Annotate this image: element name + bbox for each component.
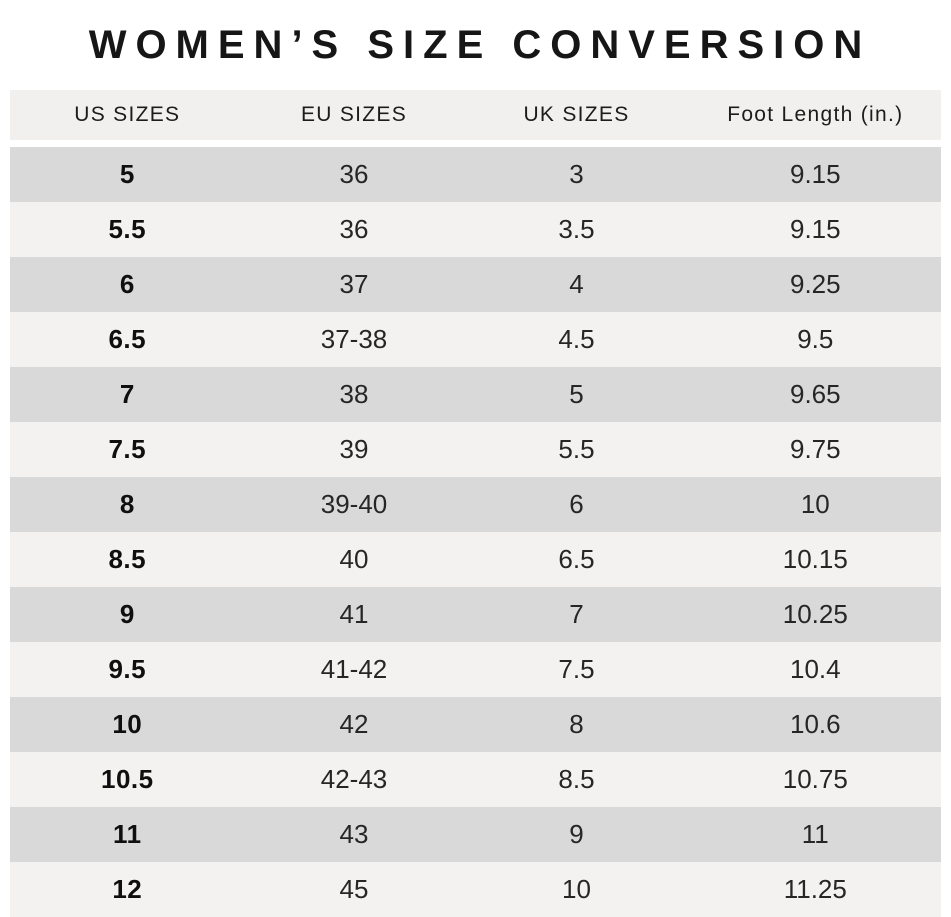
eu-size-cell: 36 bbox=[339, 214, 369, 244]
eu-size-cell: 36 bbox=[339, 159, 369, 189]
foot-length-cell: 9.15 bbox=[789, 214, 841, 244]
uk-size-cell: 7 bbox=[569, 599, 584, 629]
table-header-row: US SIZES EU SIZES UK SIZES Foot Length (… bbox=[10, 90, 941, 140]
foot-length-cell: 10 bbox=[800, 489, 830, 519]
uk-size-cell: 5 bbox=[569, 379, 584, 409]
table-row: 11 43 9 11 bbox=[10, 807, 941, 862]
us-size-cell: 5 bbox=[119, 159, 135, 189]
table-row: 8.5 40 6.5 10.15 bbox=[10, 532, 941, 587]
header-us-sizes: US SIZES bbox=[74, 103, 181, 126]
page-title: WOMEN’S SIZE CONVERSION bbox=[88, 22, 872, 67]
foot-length-cell: 10.25 bbox=[782, 599, 848, 629]
size-conversion-table: US SIZES EU SIZES UK SIZES Foot Length (… bbox=[10, 90, 941, 917]
table-row: 5.5 36 3.5 9.15 bbox=[10, 202, 941, 257]
eu-size-cell: 41-42 bbox=[320, 654, 388, 684]
eu-size-cell: 39 bbox=[339, 434, 369, 464]
eu-size-cell: 42 bbox=[339, 709, 369, 739]
us-size-cell: 12 bbox=[112, 874, 143, 904]
foot-length-cell: 9.15 bbox=[789, 159, 841, 189]
us-size-cell: 11 bbox=[113, 819, 142, 849]
table-row: 10 42 8 10.6 bbox=[10, 697, 941, 752]
foot-length-cell: 9.5 bbox=[797, 324, 834, 354]
header-uk-sizes: UK SIZES bbox=[523, 103, 630, 126]
us-size-cell: 8.5 bbox=[108, 544, 147, 574]
us-size-cell: 9 bbox=[119, 599, 135, 629]
table-row: 12 45 10 11.25 bbox=[10, 862, 941, 917]
eu-size-cell: 42-43 bbox=[320, 764, 388, 794]
foot-length-cell: 10.4 bbox=[789, 654, 841, 684]
eu-size-cell: 41 bbox=[339, 599, 369, 629]
uk-size-cell: 6.5 bbox=[558, 544, 595, 574]
table-row: 9.5 41-42 7.5 10.4 bbox=[10, 642, 941, 697]
foot-length-cell: 9.25 bbox=[789, 269, 841, 299]
uk-size-cell: 7.5 bbox=[558, 654, 595, 684]
title-band: WOMEN’S SIZE CONVERSION bbox=[0, 0, 951, 90]
foot-length-cell: 10.15 bbox=[782, 544, 848, 574]
uk-size-cell: 10 bbox=[562, 874, 591, 904]
table-body: 5 36 3 9.15 5.5 36 3.5 9.15 6 37 4 9.25 6.5 37-38 4.5 9… bbox=[10, 147, 941, 917]
foot-length-cell: 9.65 bbox=[789, 379, 841, 409]
eu-size-cell: 37-38 bbox=[320, 324, 388, 354]
table-row: 6.5 37-38 4.5 9.5 bbox=[10, 312, 941, 367]
eu-size-cell: 39-40 bbox=[320, 489, 388, 519]
table-row: 7 38 5 9.65 bbox=[10, 367, 941, 422]
us-size-cell: 6.5 bbox=[108, 324, 147, 354]
eu-size-cell: 45 bbox=[339, 874, 369, 904]
table-row: 8 39-40 6 10 bbox=[10, 477, 941, 532]
eu-size-cell: 38 bbox=[339, 379, 369, 409]
foot-length-cell: 10.75 bbox=[782, 764, 848, 794]
table-row: 5 36 3 9.15 bbox=[10, 147, 941, 202]
foot-length-cell: 9.75 bbox=[789, 434, 841, 464]
foot-length-cell: 11.25 bbox=[783, 874, 847, 904]
uk-size-cell: 5.5 bbox=[558, 434, 595, 464]
us-size-cell: 9.5 bbox=[108, 654, 147, 684]
eu-size-cell: 43 bbox=[339, 819, 369, 849]
header-foot-length: Foot Length (in.) bbox=[727, 103, 904, 126]
table-row: 10.5 42-43 8.5 10.75 bbox=[10, 752, 941, 807]
us-size-cell: 10 bbox=[112, 709, 143, 739]
table-row: 6 37 4 9.25 bbox=[10, 257, 941, 312]
uk-size-cell: 4.5 bbox=[558, 324, 595, 354]
uk-size-cell: 3.5 bbox=[558, 214, 595, 244]
uk-size-cell: 3 bbox=[569, 159, 584, 189]
us-size-cell: 8 bbox=[119, 489, 135, 519]
uk-size-cell: 6 bbox=[569, 489, 584, 519]
header-eu-sizes: EU SIZES bbox=[300, 103, 408, 126]
uk-size-cell: 8 bbox=[569, 709, 584, 739]
us-size-cell: 5.5 bbox=[108, 214, 147, 244]
table-row: 9 41 7 10.25 bbox=[10, 587, 941, 642]
eu-size-cell: 37 bbox=[339, 269, 369, 299]
uk-size-cell: 9 bbox=[569, 819, 584, 849]
us-size-cell: 6 bbox=[119, 269, 135, 299]
eu-size-cell: 40 bbox=[339, 544, 369, 574]
us-size-cell: 10.5 bbox=[101, 764, 154, 794]
us-size-cell: 7 bbox=[119, 379, 135, 409]
foot-length-cell: 10.6 bbox=[789, 709, 841, 739]
foot-length-cell: 11 bbox=[801, 819, 829, 849]
uk-size-cell: 8.5 bbox=[558, 764, 595, 794]
table-row: 7.5 39 5.5 9.75 bbox=[10, 422, 941, 477]
uk-size-cell: 4 bbox=[569, 269, 584, 299]
us-size-cell: 7.5 bbox=[108, 434, 147, 464]
